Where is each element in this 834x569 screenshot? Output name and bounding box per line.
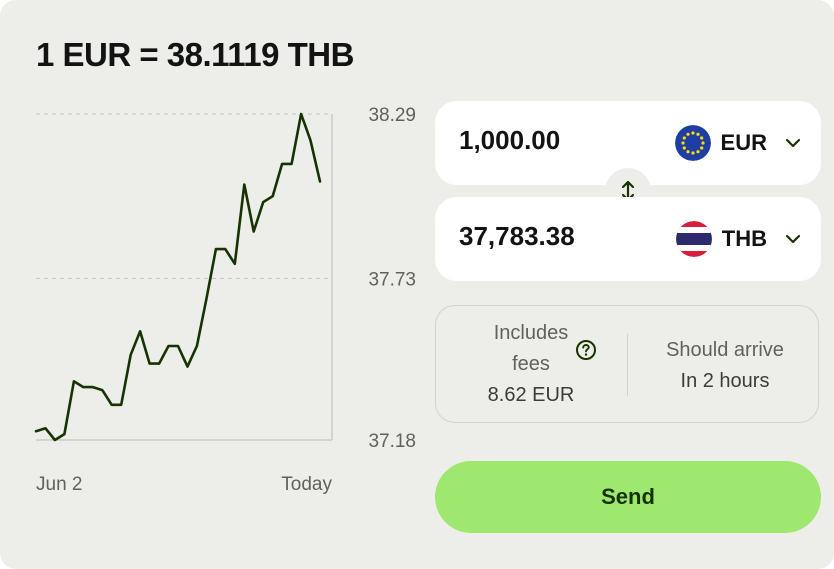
thailand-flag-icon: [675, 221, 712, 257]
arrival-time: In 2 hours: [680, 370, 770, 392]
rate-chart: 38.29 37.73 37.18 Jun 2 Today: [34, 105, 416, 495]
receive-currency-select[interactable]: THB: [675, 219, 803, 259]
eu-flag-icon: [674, 125, 711, 161]
fees-label-line2: fees: [512, 353, 550, 375]
transfer-info-panel: Includes fees 8.62 EUR Should arrive In …: [435, 305, 819, 423]
y-tick-label: 38.29: [368, 105, 416, 126]
arrival-label: Should arrive: [666, 339, 784, 361]
exchange-rate-title: 1 EUR = 38.1119 THB: [36, 36, 354, 73]
receive-amount-input[interactable]: 37,783.38: [459, 221, 575, 251]
send-currency-select[interactable]: EUR: [674, 123, 803, 163]
receive-currency-code: THB: [721, 226, 767, 251]
fees-info: Includes fees 8.62 EUR: [456, 318, 606, 411]
x-tick-label: Today: [281, 474, 332, 495]
send-amount-input[interactable]: 1,000.00: [459, 125, 561, 155]
send-button[interactable]: Send: [435, 461, 821, 533]
fees-amount: 8.62 EUR: [487, 384, 575, 406]
fees-label-line1: Includes: [493, 322, 569, 344]
chevron-down-icon: [785, 138, 801, 148]
receive-amount-box[interactable]: 37,783.38 THB: [435, 197, 821, 281]
chevron-down-icon: [785, 234, 801, 244]
y-tick-label: 37.73: [368, 269, 416, 290]
send-currency-code: EUR: [720, 130, 767, 155]
arrival-info: Should arrive In 2 hours: [640, 335, 810, 397]
rate-series-line: [34, 112, 322, 442]
info-divider: [627, 334, 628, 396]
x-tick-label: Jun 2: [36, 474, 82, 495]
help-icon[interactable]: [575, 339, 597, 361]
y-tick-label: 37.18: [368, 431, 416, 452]
